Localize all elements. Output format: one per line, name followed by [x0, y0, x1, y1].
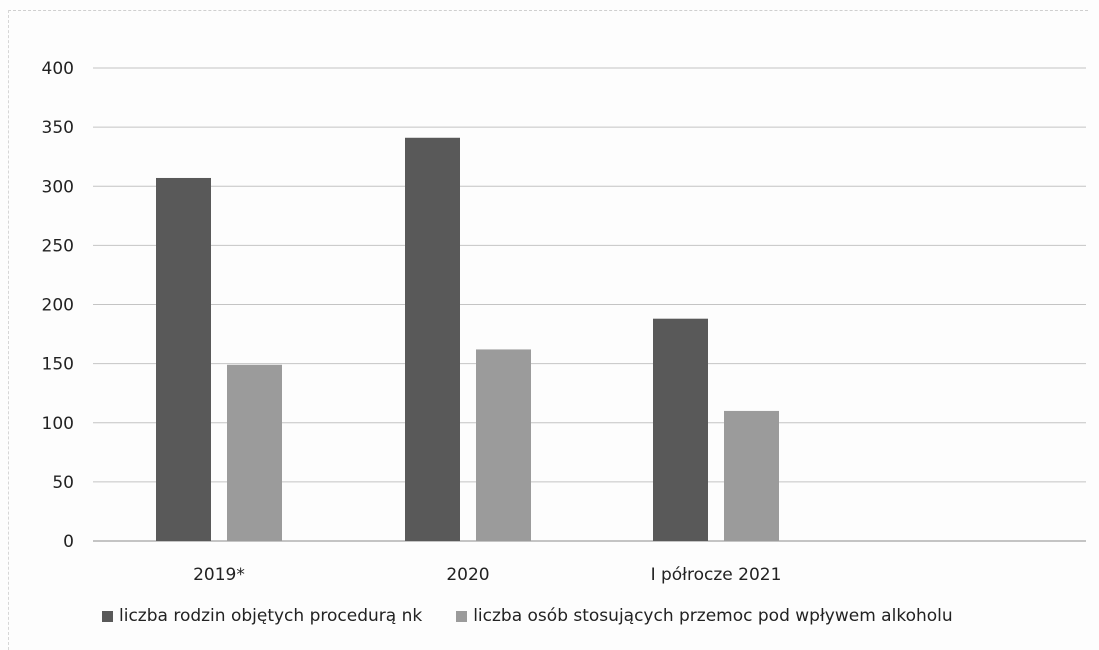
legend-item-series-2: liczba osób stosujących przemoc pod wpły… — [456, 606, 953, 626]
y-tick-label: 100 — [42, 414, 74, 434]
legend-label-series-1: liczba rodzin objętych procedurą nk — [119, 606, 423, 626]
y-tick-label: 350 — [42, 118, 74, 138]
y-tick-label: 50 — [52, 473, 74, 493]
bar-series-2-3 — [724, 410, 779, 541]
bars — [156, 137, 779, 541]
y-tick-label: 150 — [42, 355, 74, 375]
bar-series-1-2 — [405, 137, 460, 541]
bar-series-2-2 — [476, 349, 531, 541]
y-tick-label: 0 — [63, 532, 74, 552]
bar-series-1-1 — [156, 177, 211, 541]
bar-chart: 0 50 100 150 200 250 300 350 400 2019* 2020 I półr… — [42, 59, 1086, 585]
bar-series-2-1 — [227, 364, 282, 541]
legend-item-series-1: liczba rodzin objętych procedurą nk — [102, 606, 422, 626]
legend-swatch-series-2 — [456, 610, 468, 622]
x-tick-label: 2020 — [446, 565, 489, 585]
legend-swatch-series-1 — [102, 610, 113, 622]
x-axis-tick-labels: 2019* 2020 I półrocze 2021 — [193, 565, 781, 585]
legend: liczba rodzin objętych procedurą nk licz… — [0, 606, 1099, 626]
y-tick-label: 250 — [42, 236, 74, 256]
scan-edge-top — [8, 10, 1088, 11]
y-tick-label: 200 — [42, 296, 74, 316]
legend-label-series-2: liczba osób stosujących przemoc pod wpły… — [473, 606, 953, 626]
x-tick-label: 2019* — [193, 565, 245, 585]
scan-edge-left — [8, 10, 9, 650]
y-tick-label: 400 — [42, 59, 74, 79]
gridlines — [93, 67, 1086, 542]
y-tick-label: 300 — [42, 177, 74, 197]
x-tick-label: I półrocze 2021 — [651, 565, 782, 585]
y-axis-tick-labels: 0 50 100 150 200 250 300 350 400 — [42, 59, 74, 552]
bar-series-1-3 — [653, 318, 708, 541]
